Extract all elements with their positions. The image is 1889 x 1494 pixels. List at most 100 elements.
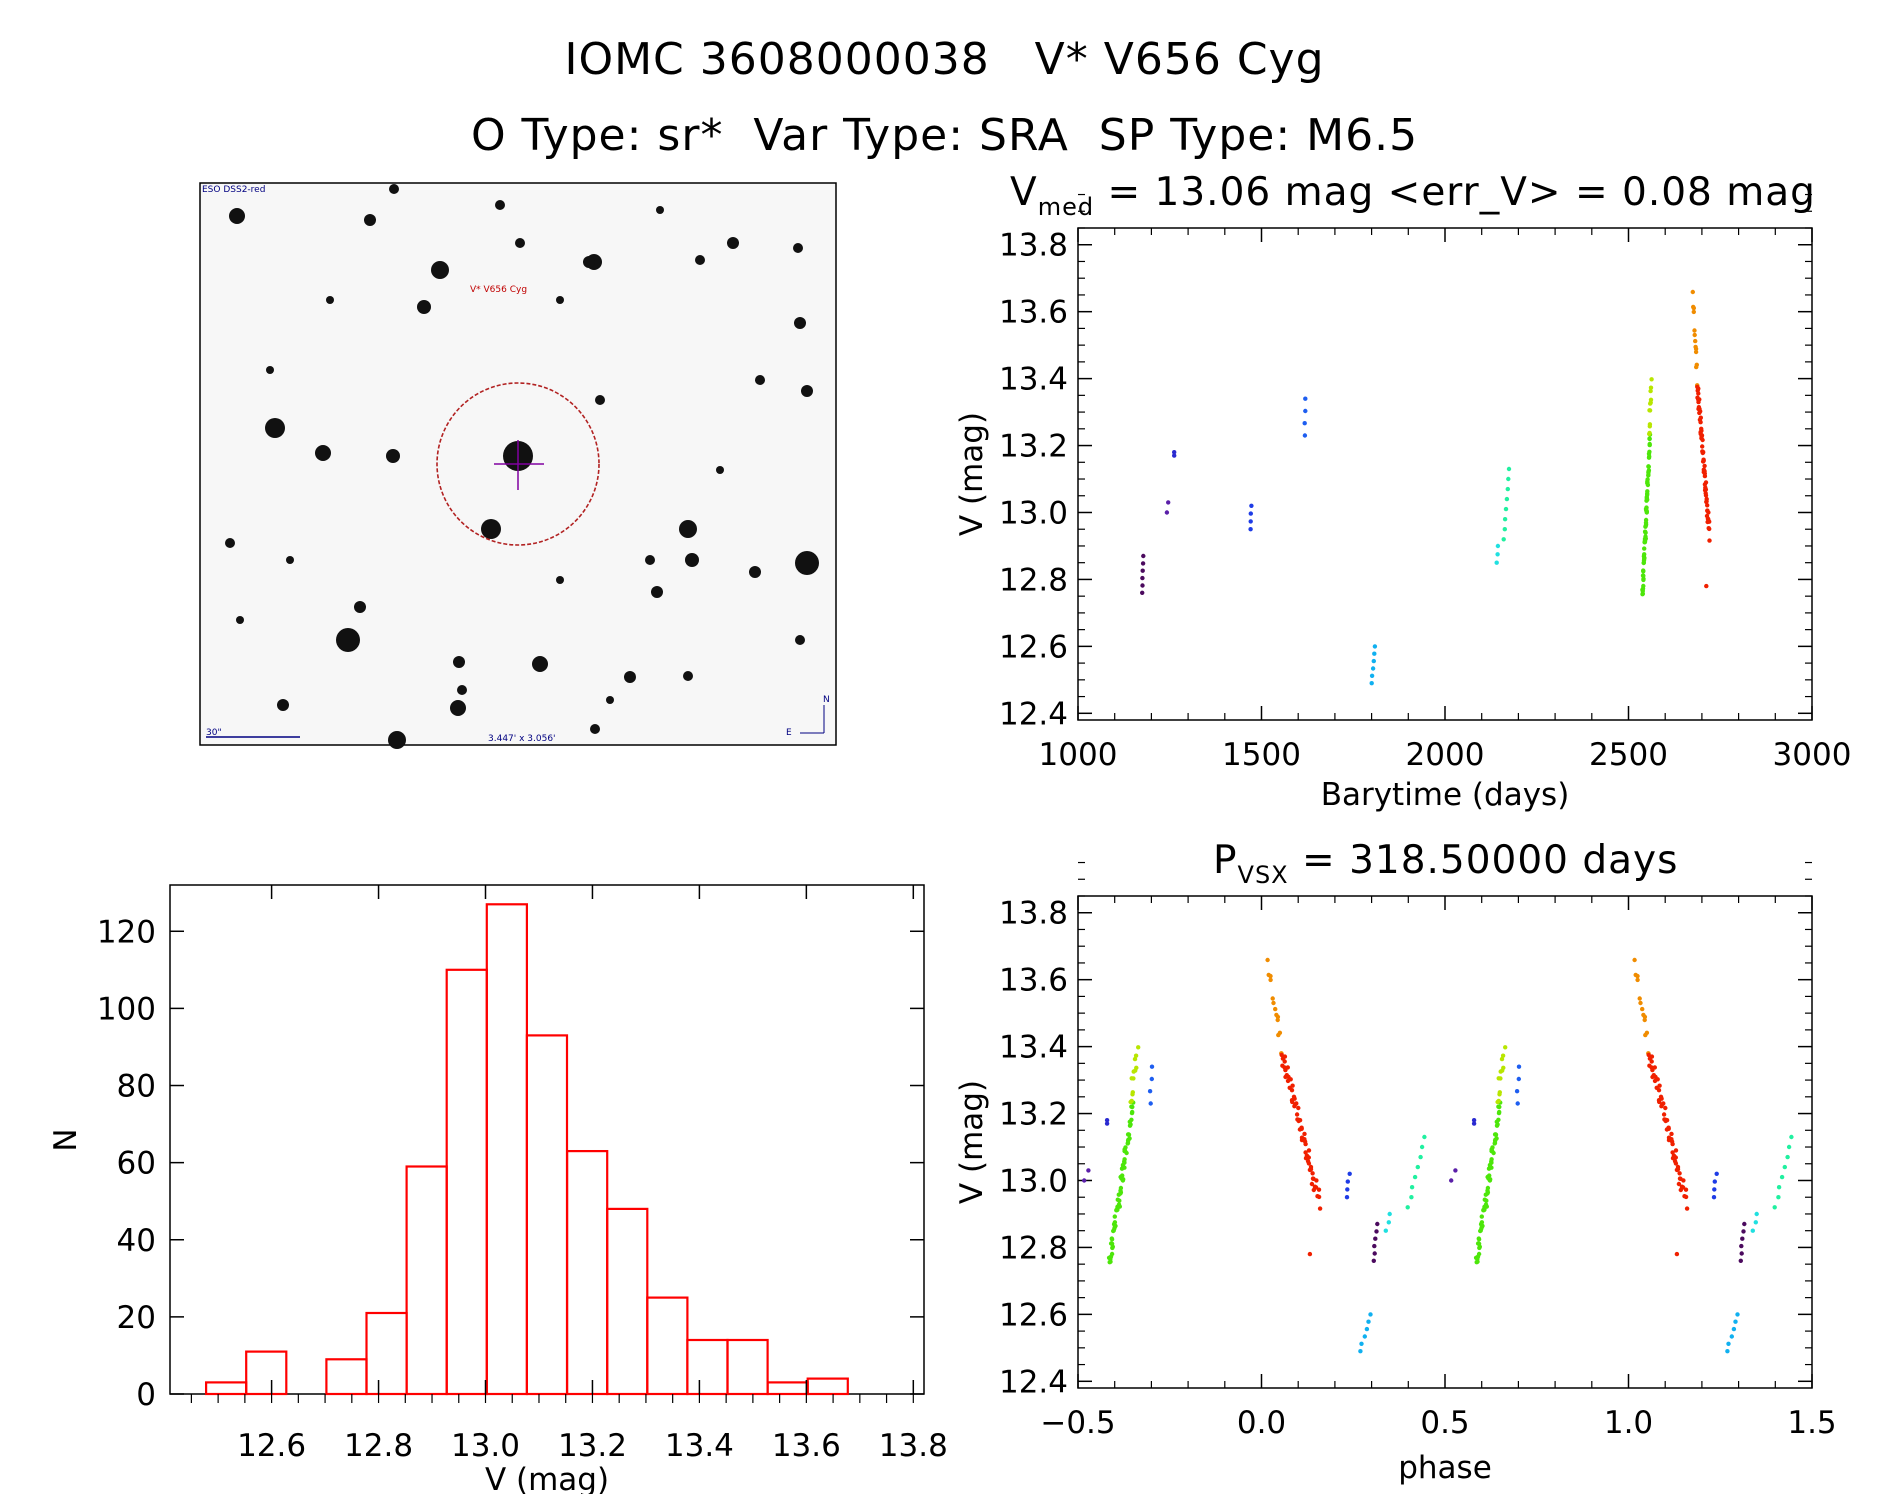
lc-point [1369, 673, 1375, 678]
ph-point [1374, 1229, 1379, 1234]
ph-point [1789, 1134, 1794, 1140]
finder-star [389, 184, 399, 194]
lc-point [1645, 482, 1651, 488]
ph-point [1486, 1176, 1491, 1181]
ph-point [1273, 1006, 1278, 1012]
finder-star [645, 555, 655, 565]
ph-point [1359, 1341, 1364, 1347]
ph-point [1136, 1045, 1141, 1050]
finder-star [716, 466, 724, 474]
ph-point [1134, 1065, 1139, 1071]
lc-ytick-label: 13.0 [999, 495, 1068, 531]
hist-bar [325, 1358, 368, 1396]
lc-point [1166, 500, 1171, 505]
finder-star [624, 671, 636, 683]
ph-point [1418, 1154, 1423, 1160]
ph-point [1489, 1165, 1494, 1170]
lc-point [1641, 583, 1646, 589]
lc-point [1696, 386, 1701, 391]
ph-xtick-label: 1.5 [1787, 1405, 1836, 1441]
lc-point [1646, 468, 1652, 473]
ph-point [1294, 1101, 1299, 1106]
hist-bar [806, 1377, 849, 1396]
hist-bar [646, 1296, 689, 1396]
lc-xtick-label: 3000 [1773, 737, 1852, 773]
ph-point [1285, 1065, 1291, 1070]
ph-point [1130, 1104, 1135, 1110]
hist-bar [525, 1034, 569, 1396]
lc-point [1371, 658, 1377, 664]
finder-star [388, 731, 406, 749]
lc-point [1642, 552, 1647, 557]
ph-point [1776, 1185, 1782, 1190]
ph-point [1373, 1236, 1378, 1241]
ph-point [1316, 1194, 1322, 1200]
ph-point [1683, 1187, 1689, 1192]
compass-north-label: N [823, 695, 830, 705]
ph-point [1674, 1251, 1680, 1257]
hist-ytick-label: 120 [97, 914, 156, 950]
lc-point [1248, 511, 1254, 516]
finder-star [450, 700, 466, 716]
ph-point [1739, 1243, 1744, 1249]
lc-ytick-label: 12.4 [999, 696, 1068, 732]
lc-point [1700, 437, 1705, 443]
lc-point [1692, 332, 1697, 338]
lc-ytick-label: 13.6 [999, 295, 1068, 331]
ph-xtick-label: 1.0 [1604, 1405, 1653, 1441]
hist-bar [485, 903, 528, 1396]
ph-point [1485, 1188, 1490, 1193]
ph-point [1484, 1204, 1490, 1209]
ph-point [1729, 1334, 1735, 1339]
ph-point [1664, 1118, 1670, 1123]
ph-point [1733, 1319, 1738, 1324]
ph-point [1731, 1326, 1737, 1332]
lc-point [1703, 487, 1709, 492]
finder-star [595, 395, 605, 405]
ph-point [1779, 1174, 1785, 1180]
ph-point [1496, 1098, 1501, 1104]
lc-point [1699, 433, 1705, 438]
lc-point [1645, 497, 1650, 502]
finder-star [354, 601, 366, 613]
hist-ytick-label: 0 [136, 1377, 156, 1413]
ph-point [1316, 1187, 1322, 1192]
ph-data-points [1082, 957, 1794, 1354]
hist-ytick-label: 80 [117, 1069, 156, 1105]
lc-ytick-label: 13.2 [999, 429, 1068, 465]
ph-point [1282, 1054, 1288, 1059]
hist-ylabel: N [48, 1128, 84, 1151]
lc-point [1644, 508, 1649, 513]
ph-point [1676, 1181, 1682, 1187]
lc-point [1646, 464, 1651, 469]
ph-point [1491, 1150, 1496, 1156]
finder-star [656, 206, 664, 214]
ph-ytick-label: 13.0 [999, 1163, 1068, 1199]
finder-star [481, 519, 501, 539]
lc-point [1372, 644, 1378, 649]
ph-point [1673, 1148, 1679, 1153]
ph-point [1753, 1220, 1759, 1225]
hist-xlabel: V (mag) [485, 1462, 609, 1494]
ph-point [1453, 1168, 1458, 1173]
ph-point [1122, 1157, 1127, 1162]
ph-xtick-label: −0.5 [1040, 1405, 1115, 1441]
lc-point [1640, 588, 1646, 594]
finder-star [386, 449, 400, 463]
lc-point [1701, 458, 1706, 463]
ph-ytick-label: 12.8 [999, 1230, 1068, 1266]
lc-data-points [1140, 289, 1712, 686]
hist-bar [565, 1149, 609, 1396]
lc-point [1140, 583, 1145, 588]
ph-point [1516, 1076, 1522, 1082]
hist-ytick-label: 100 [97, 991, 156, 1027]
lc-point [1140, 561, 1146, 566]
scale-label: 30" [206, 728, 222, 738]
ph-point [1314, 1178, 1319, 1183]
lc-point [1702, 469, 1707, 474]
ph-point [1514, 1089, 1520, 1094]
lc-point [1140, 575, 1145, 581]
lc-xtick-label: 1500 [1222, 737, 1301, 773]
lc-point [1705, 503, 1710, 508]
ph-point [1132, 1056, 1138, 1062]
